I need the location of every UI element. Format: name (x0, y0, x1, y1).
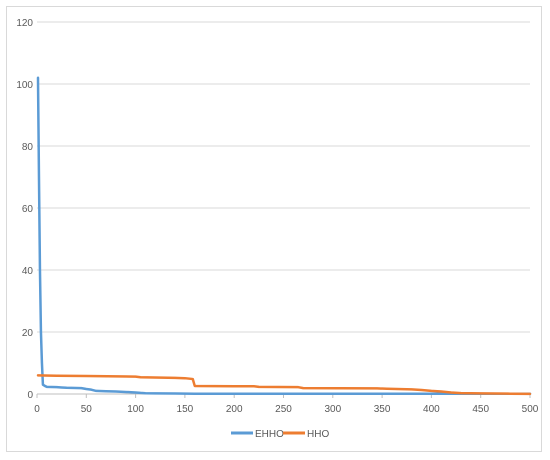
x-tick-labels: 0 50 100 150 200 250 300 350 400 450 500 (34, 404, 539, 415)
series-lines (36, 76, 532, 396)
y-tick-label: 100 (16, 80, 33, 91)
x-tick-label: 150 (177, 404, 194, 415)
legend: EHHO HHO (231, 429, 329, 440)
y-tick-label: 20 (22, 328, 34, 339)
y-tick-label: 80 (22, 142, 34, 153)
x-tick-label: 500 (522, 404, 539, 415)
legend-label-hho: HHO (307, 429, 329, 440)
y-tick-label: 60 (22, 204, 34, 215)
x-tick-label: 400 (423, 404, 440, 415)
x-tick-label: 450 (472, 404, 489, 415)
x-tick-label: 300 (324, 404, 341, 415)
y-tick-labels: 0 20 40 60 80 100 120 (16, 18, 33, 401)
y-tick-label: 0 (27, 390, 33, 401)
chart-frame (6, 6, 542, 452)
x-tick-label: 350 (374, 404, 391, 415)
y-tick-label: 120 (16, 18, 33, 29)
x-tick-label: 200 (226, 404, 243, 415)
x-tick-label: 250 (275, 404, 292, 415)
y-tick-label: 40 (22, 266, 34, 277)
legend-label-ehho: EHHO (255, 429, 284, 440)
x-tick-label: 0 (34, 404, 40, 415)
series-line-ehho (36, 76, 532, 395)
series-line-hho (36, 374, 532, 396)
gridlines (37, 21, 530, 333)
x-tick-label: 50 (81, 404, 93, 415)
x-tick-label: 100 (127, 404, 144, 415)
